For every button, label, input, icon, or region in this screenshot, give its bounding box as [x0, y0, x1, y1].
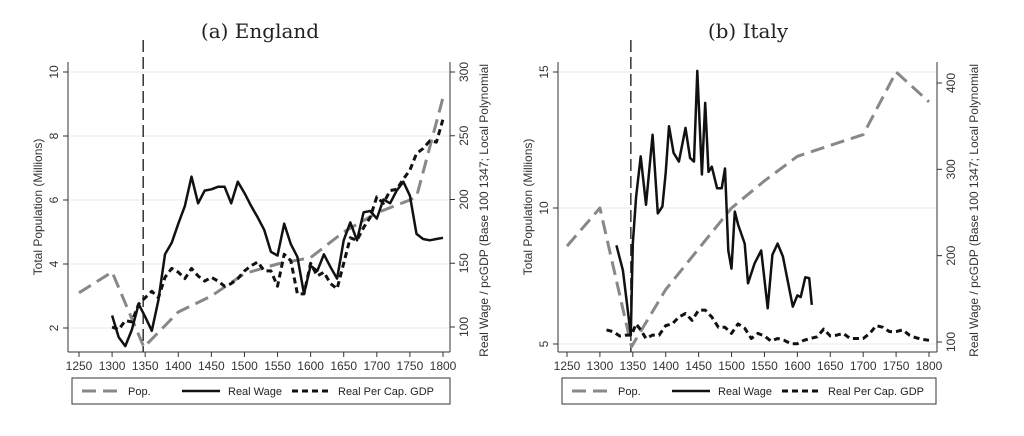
x-tick-label: 1700 — [363, 359, 390, 373]
x-tick-label: 1350 — [132, 359, 159, 373]
x-tick-label: 1450 — [685, 359, 712, 373]
x-tick-label: 1800 — [916, 359, 943, 373]
x-tick-label: 1550 — [264, 359, 291, 373]
series-line-pop — [565, 70, 931, 349]
y-axis-label: Total Population (Millions) — [521, 139, 535, 276]
legend-label: Pop. — [128, 386, 151, 398]
chart-panel-1: (b) Italy 1250 1300 1350 1400 1450 1500 1550 160… — [521, 19, 981, 405]
series-line-real-per-cap-gdp — [111, 118, 445, 332]
y2-axis-label: Real Wage / pcGDP (Base 100 1347; Local … — [967, 64, 981, 357]
x-tick-label: 1600 — [297, 359, 324, 373]
y-tick-label: 10 — [537, 201, 551, 215]
series-line-real-wage — [110, 175, 444, 348]
y-tick-label: 4 — [47, 260, 61, 267]
x-tick-label: 1300 — [99, 359, 126, 373]
y-tick-label: 2 — [47, 324, 61, 331]
y-axis-label: Total Population (Millions) — [31, 139, 45, 276]
legend-label: Real Wage — [718, 386, 772, 398]
x-tick-label: 1400 — [165, 359, 192, 373]
x-tick-label: 1500 — [718, 359, 745, 373]
legend-label: Real Wage — [228, 386, 282, 398]
legend: Pop. Real Wage Real Per Cap. GDP — [561, 377, 937, 405]
legend-label: Real Per Cap. GDP — [338, 386, 434, 398]
chart-title: (a) England — [201, 19, 319, 43]
y2-tick-label: 300 — [457, 62, 471, 82]
legend-box — [561, 377, 937, 405]
x-tick-label: 1250 — [554, 359, 581, 373]
legend-label: Real Per Cap. GDP — [828, 386, 924, 398]
y-tick-label: 5 — [537, 340, 551, 347]
legend-label: Pop. — [618, 386, 641, 398]
x-tick-label: 1350 — [619, 359, 646, 373]
x-tick-label: 1700 — [850, 359, 877, 373]
chart-title: (b) Italy — [708, 19, 789, 43]
y2-tick-label: 100 — [457, 317, 471, 337]
series-line-real-per-cap-gdp — [606, 308, 930, 346]
x-tick-label: 1650 — [817, 359, 844, 373]
y2-tick-label: 150 — [457, 253, 471, 273]
x-tick-label: 1650 — [330, 359, 357, 373]
y2-tick-label: 300 — [944, 159, 958, 179]
legend-box — [71, 377, 451, 405]
y2-tick-label: 400 — [944, 73, 958, 93]
x-tick-label: 1800 — [430, 359, 457, 373]
x-tick-label: 1250 — [66, 359, 93, 373]
y-tick-label: 10 — [47, 65, 61, 79]
y-tick-label: 15 — [537, 65, 551, 79]
y-tick-label: 6 — [47, 196, 61, 203]
x-tick-label: 1450 — [198, 359, 225, 373]
x-tick-label: 1500 — [231, 359, 258, 373]
y2-tick-label: 200 — [457, 189, 471, 209]
y2-tick-label: 100 — [944, 332, 958, 352]
x-tick-label: 1300 — [587, 359, 614, 373]
y-tick-label: 8 — [47, 132, 61, 139]
y2-tick-label: 200 — [944, 245, 958, 265]
y2-tick-label: 250 — [457, 125, 471, 145]
x-tick-label: 1600 — [784, 359, 811, 373]
legend: Pop. Real Wage Real Per Cap. GDP — [71, 377, 451, 405]
chart-panel-0: (a) England 1250 1300 1350 1400 1450 1500 1550 1… — [31, 19, 491, 405]
series-line-real-wage — [615, 69, 814, 337]
y2-axis-label: Real Wage / pcGDP (Base 100 1347; Local … — [477, 64, 491, 357]
x-tick-label: 1550 — [751, 359, 778, 373]
x-tick-label: 1750 — [397, 359, 424, 373]
x-tick-label: 1750 — [883, 359, 910, 373]
x-tick-label: 1400 — [652, 359, 679, 373]
